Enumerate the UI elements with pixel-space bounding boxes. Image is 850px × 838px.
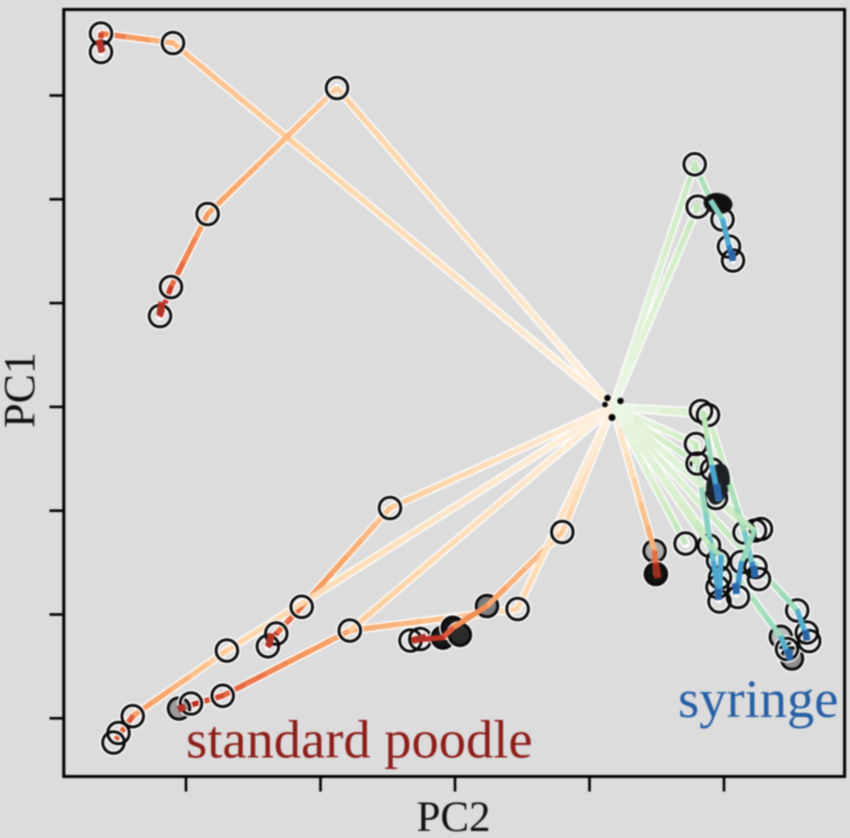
svg-text:standard poodle: standard poodle [186,709,533,770]
svg-text:PC2: PC2 [416,794,490,833]
svg-text:PC1: PC1 [0,352,44,428]
svg-text:syringe: syringe [678,668,838,729]
